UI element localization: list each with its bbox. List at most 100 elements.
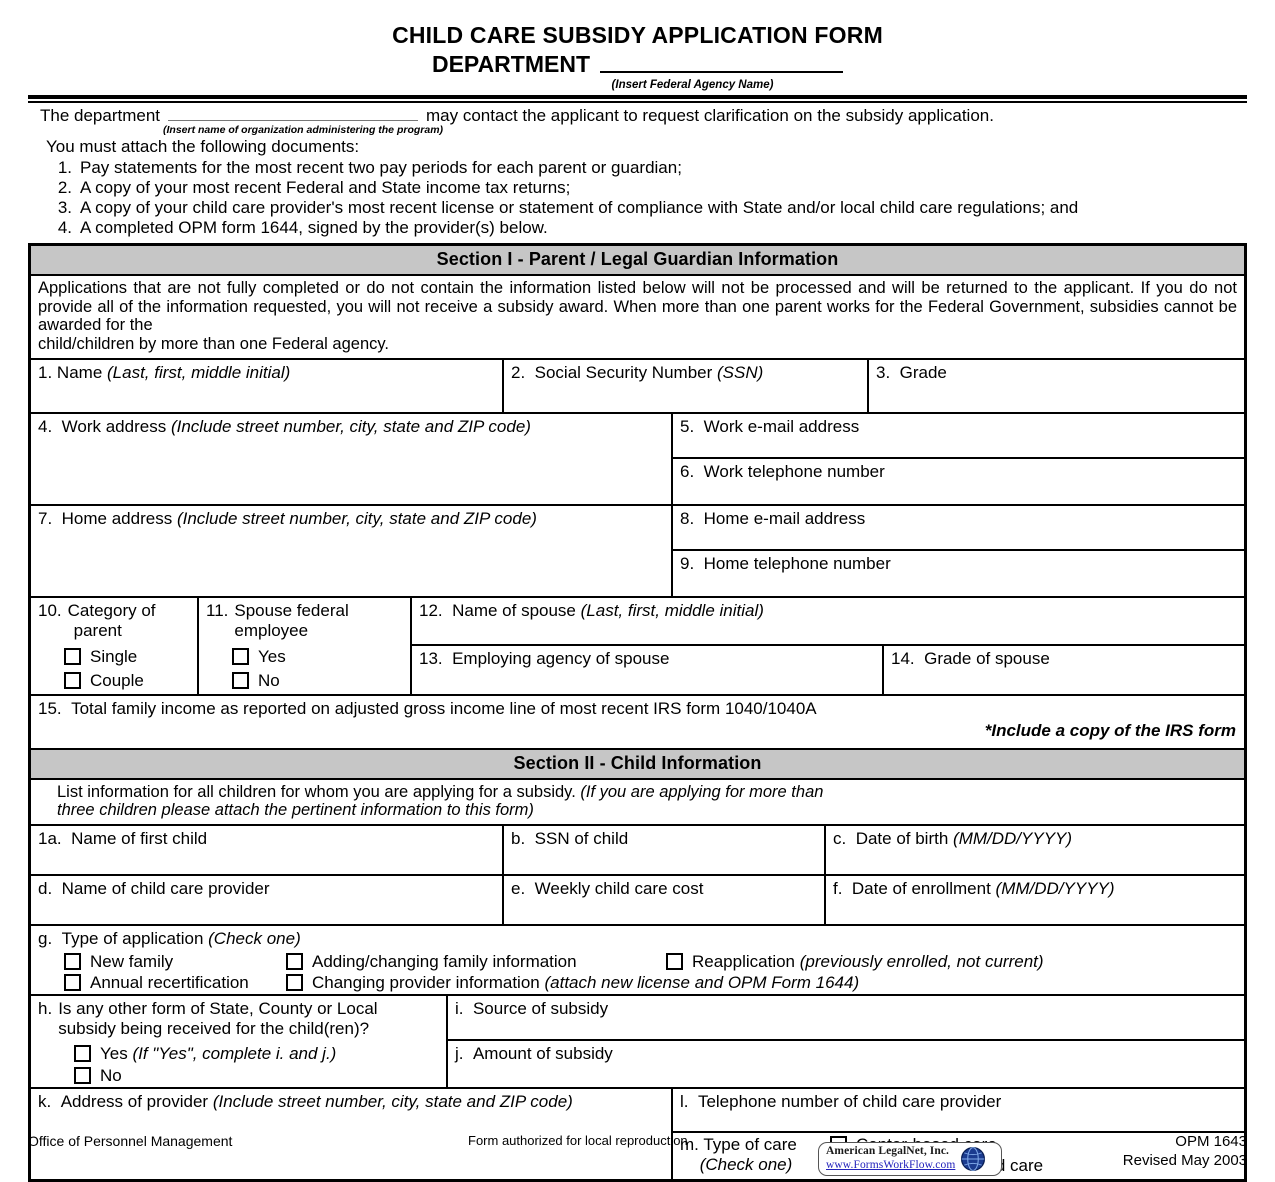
field-2-hint: (SSN) bbox=[717, 362, 764, 382]
field-3-number: 3. bbox=[876, 362, 891, 382]
checkbox-icon[interactable] bbox=[64, 671, 81, 689]
field-weekly-cost-label: Weekly child care cost bbox=[534, 878, 704, 898]
checkbox-reapplication[interactable]: Reapplication (previously enrolled, not … bbox=[666, 952, 1044, 972]
field-h-label-line1: Is any other form of State, County or Lo… bbox=[58, 998, 378, 1018]
field-l-number: l. bbox=[680, 1091, 689, 1111]
field-9-label: Home telephone number bbox=[703, 553, 891, 573]
field-child-name[interactable]: 1a. Name of first child bbox=[31, 825, 504, 874]
checkbox-icon[interactable] bbox=[232, 671, 249, 689]
checkbox-single-label: Single bbox=[90, 646, 138, 666]
checkbox-icon[interactable] bbox=[232, 647, 249, 665]
checkbox-icon[interactable] bbox=[64, 953, 81, 971]
checkbox-other-subsidy-no[interactable]: No bbox=[38, 1065, 446, 1085]
checkbox-annual-recertification[interactable]: Annual recertification bbox=[38, 973, 286, 993]
field-amount-of-subsidy[interactable]: j. Amount of subsidy bbox=[448, 1041, 1244, 1087]
section-1-header: Section I - Parent / Legal Guardian Info… bbox=[31, 246, 1244, 277]
american-legalnet-badge[interactable]: American LegalNet, Inc. www.FormsWorkFlo… bbox=[818, 1141, 1002, 1176]
checkbox-icon[interactable] bbox=[666, 953, 683, 971]
checkbox-icon[interactable] bbox=[286, 974, 303, 992]
field-weekly-cost[interactable]: e. Weekly child care cost bbox=[504, 875, 826, 924]
field-3-grade[interactable]: 3. Grade bbox=[869, 360, 1244, 412]
checkbox-adding-changing[interactable]: Adding/changing family information bbox=[286, 953, 666, 971]
field-child-ssn-number: b. bbox=[511, 828, 526, 848]
page-title: CHILD CARE SUBSIDY APPLICATION FORM bbox=[392, 22, 883, 48]
required-documents-list: 1. Pay statements for the most recent tw… bbox=[28, 158, 1247, 237]
field-8-number: 8. bbox=[680, 508, 695, 528]
insert-organization-note: (Insert name of organization administeri… bbox=[163, 124, 444, 136]
table-row: d. Name of child care provider e. Weekly… bbox=[31, 875, 1244, 926]
field-source-of-subsidy[interactable]: i. Source of subsidy bbox=[448, 996, 1244, 1041]
field-2-ssn[interactable]: 2. Social Security Number (SSN) bbox=[504, 359, 869, 412]
checkbox-changing-provider-label: Changing provider information bbox=[312, 973, 540, 993]
field-enrollment-date-label: Date of enrollment bbox=[851, 878, 991, 898]
department-title-row: DEPARTMENT bbox=[28, 51, 1247, 78]
field-4-number: 4. bbox=[38, 416, 53, 436]
field-k-hint: (Include street number, city, state and … bbox=[212, 1091, 573, 1111]
checkbox-icon[interactable] bbox=[74, 1066, 91, 1084]
field-4-work-address[interactable]: 4. Work address (Include street number, … bbox=[31, 413, 673, 504]
checkbox-single[interactable]: Single bbox=[38, 646, 197, 666]
checkbox-couple[interactable]: Couple bbox=[38, 671, 197, 689]
department-fill-line[interactable] bbox=[600, 71, 843, 73]
field-11-label-line2: employee bbox=[234, 620, 309, 640]
list-item-text: A copy of your most recent Federal and S… bbox=[80, 178, 571, 198]
field-g-hint: (Check one) bbox=[208, 928, 301, 948]
field-i-label: Source of subsidy bbox=[472, 998, 609, 1018]
field-enrollment-date[interactable]: f. Date of enrollment (MM/DD/YYYY) bbox=[826, 876, 1244, 924]
field-provider-name[interactable]: d. Name of child care provider bbox=[31, 875, 504, 924]
table-row: 15. Total family income as reported on a… bbox=[31, 696, 1244, 750]
section-1-paragraph: Applications that are not fully complete… bbox=[31, 276, 1244, 360]
checkbox-other-subsidy-yes[interactable]: Yes (If "Yes", complete i. and j.) bbox=[38, 1044, 446, 1062]
legalnet-url[interactable]: www.FormsWorkFlow.com bbox=[826, 1158, 956, 1171]
field-12-spouse-name[interactable]: 12. Name of spouse (Last, first, middle … bbox=[412, 598, 1244, 646]
checkbox-other-subsidy-no-label: No bbox=[100, 1065, 122, 1085]
field-j-number: j. bbox=[455, 1043, 464, 1063]
checkbox-icon[interactable] bbox=[286, 953, 303, 971]
field-provider-name-number: d. bbox=[38, 878, 53, 898]
section-2-intro-a-italic: (If you are applying for more than bbox=[580, 782, 824, 801]
table-row: g. Type of application (Check one) New f… bbox=[31, 926, 1244, 996]
field-5-work-email[interactable]: 5. Work e-mail address bbox=[673, 414, 1244, 459]
field-k-number: k. bbox=[38, 1091, 52, 1111]
field-11-spouse-federal-employee: 11. Spouse federal employee Yes No bbox=[199, 597, 412, 694]
table-row: 7. Home address (Include street number, … bbox=[31, 505, 1244, 598]
table-row: 1a. Name of first child b. SSN of child … bbox=[31, 825, 1244, 876]
field-15-irs-note: *Include a copy of the IRS form bbox=[984, 721, 1236, 741]
field-6-work-phone[interactable]: 6. Work telephone number bbox=[673, 459, 1244, 504]
field-8-label: Home e-mail address bbox=[703, 508, 866, 528]
checkbox-icon[interactable] bbox=[64, 974, 81, 992]
field-8-home-email[interactable]: 8. Home e-mail address bbox=[673, 506, 1244, 551]
checkbox-changing-provider[interactable]: Changing provider information (attach ne… bbox=[286, 973, 859, 993]
field-child-dob[interactable]: c. Date of birth (MM/DD/YYYY) bbox=[826, 826, 1244, 874]
checkbox-icon[interactable] bbox=[74, 1044, 91, 1062]
organization-fill-line[interactable] bbox=[168, 120, 419, 121]
field-child-name-number: 1a. bbox=[38, 828, 62, 848]
field-13-employing-agency[interactable]: 13. Employing agency of spouse bbox=[412, 645, 884, 694]
checkbox-icon[interactable] bbox=[64, 647, 81, 665]
checkbox-reapplication-label: Reapplication bbox=[692, 952, 796, 972]
field-child-ssn[interactable]: b. SSN of child bbox=[504, 825, 826, 874]
field-15-total-family-income[interactable]: 15. Total family income as reported on a… bbox=[31, 696, 1244, 748]
field-1-name[interactable]: 1. Name (Last, first, middle initial) bbox=[31, 359, 504, 412]
field-enrollment-date-number: f. bbox=[833, 878, 843, 898]
list-item: 4. A completed OPM form 1644, signed by … bbox=[46, 218, 1247, 237]
field-other-subsidy: h. Is any other form of State, County or… bbox=[31, 995, 448, 1087]
field-10-number: 10. bbox=[38, 600, 62, 620]
field-3-label: Grade bbox=[899, 362, 947, 382]
checkbox-spouse-no[interactable]: No bbox=[206, 671, 410, 689]
list-item-number: 3. bbox=[57, 198, 72, 218]
checkbox-annual-recertification-label: Annual recertification bbox=[90, 973, 249, 993]
field-provider-phone[interactable]: l. Telephone number of child care provid… bbox=[673, 1089, 1244, 1133]
section-2-intro-b-italic: three children please attach the pertine… bbox=[57, 801, 534, 820]
form-title-block: CHILD CARE SUBSIDY APPLICATION FORM DEPA… bbox=[28, 0, 1247, 91]
field-14-grade-of-spouse[interactable]: 14. Grade of spouse bbox=[884, 646, 1244, 694]
home-contact-stack: 8. Home e-mail address 9. Home telephone… bbox=[673, 506, 1244, 596]
checkbox-new-family[interactable]: New family bbox=[38, 953, 286, 971]
field-7-home-address[interactable]: 7. Home address (Include street number, … bbox=[31, 505, 673, 596]
form-footer: Office of Personnel Management Form auth… bbox=[28, 1130, 1247, 1182]
checkbox-spouse-yes[interactable]: Yes bbox=[206, 647, 410, 665]
field-9-home-phone[interactable]: 9. Home telephone number bbox=[673, 551, 1244, 596]
field-5-label: Work e-mail address bbox=[703, 416, 860, 436]
field-7-hint: (Include street number, city, state and … bbox=[176, 508, 537, 528]
